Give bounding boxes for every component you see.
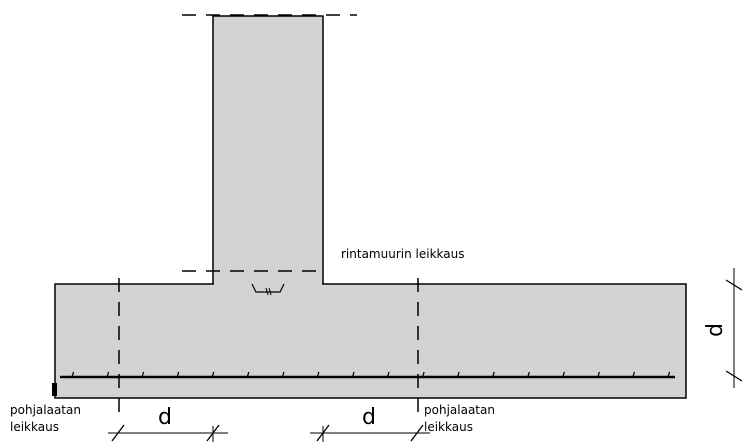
wall-slab-joint bbox=[214, 282, 322, 286]
shear-key-mark-1 bbox=[265, 287, 269, 296]
stirrup-tick bbox=[562, 371, 565, 378]
dim-left-label: d bbox=[158, 405, 172, 430]
stirrup-tick bbox=[176, 371, 180, 378]
shear-key-mark-2 bbox=[268, 287, 272, 296]
dim-right-label: d bbox=[362, 405, 376, 430]
dim-vertical-tick-2 bbox=[725, 370, 742, 382]
dim-left-tick-1 bbox=[111, 424, 125, 442]
foundation-slab bbox=[54, 283, 687, 399]
stirrup-tick bbox=[421, 371, 425, 378]
stirrup-tick bbox=[246, 371, 250, 378]
left-slab-section-label-line1: pohjalaatan bbox=[10, 403, 81, 417]
dim-vertical-tick-1 bbox=[725, 279, 742, 291]
right-slab-section-label-line2: leikkaus bbox=[424, 420, 473, 434]
wall-section-label: rintamuurin leikkaus bbox=[341, 247, 464, 261]
rebar-end-anchor bbox=[52, 383, 57, 396]
stirrup-ticks bbox=[71, 371, 671, 378]
stirrup-tick bbox=[597, 371, 601, 378]
shear-key bbox=[251, 283, 285, 293]
stirrup-tick bbox=[527, 371, 530, 378]
stirrup-tick bbox=[632, 371, 636, 378]
left-slab-section-label-line2: leikkaus bbox=[10, 420, 59, 434]
stirrup-tick bbox=[492, 371, 495, 378]
stirrup-tick bbox=[667, 371, 671, 378]
stirrup-tick bbox=[456, 371, 460, 378]
dim-vertical-label: d bbox=[703, 323, 728, 337]
stirrup-tick bbox=[106, 371, 110, 378]
wall-body bbox=[212, 15, 324, 285]
dim-right-tick-2 bbox=[410, 424, 424, 442]
stirrup-tick bbox=[141, 371, 145, 378]
right-slab-section-label-line1: pohjalaatan bbox=[424, 403, 495, 417]
stirrup-tick bbox=[386, 371, 390, 378]
stirrup-tick bbox=[351, 371, 355, 378]
stirrup-tick bbox=[71, 371, 75, 378]
stirrup-tick bbox=[316, 371, 320, 378]
stirrup-tick bbox=[281, 371, 285, 378]
stirrup-tick bbox=[211, 371, 215, 378]
